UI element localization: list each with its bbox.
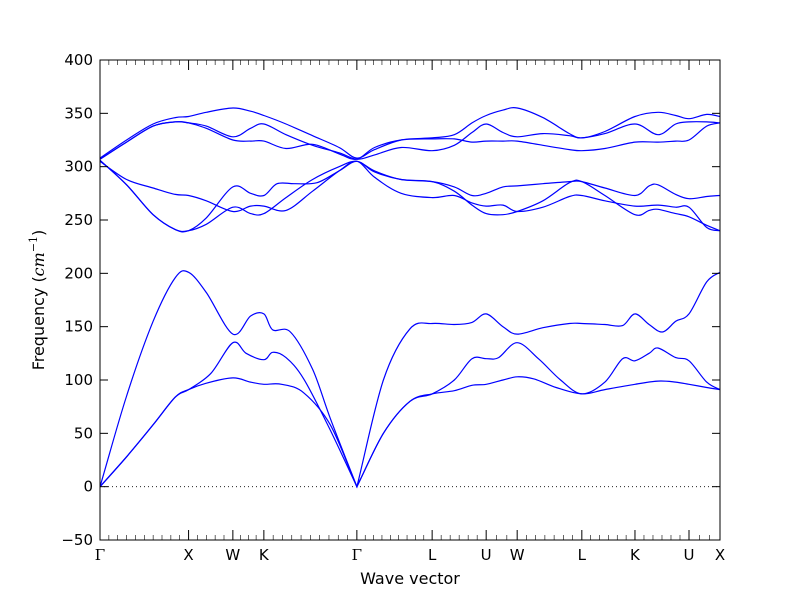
x-tick-label: Γ	[352, 546, 362, 564]
x-tick-label: U	[481, 546, 492, 564]
phonon-branch-line	[100, 160, 720, 232]
plot-frame	[99, 59, 721, 541]
y-tick-label: −50	[61, 531, 93, 549]
x-axis-label: Wave vector	[360, 569, 460, 588]
y-tick-label: 150	[64, 318, 93, 336]
phonon-branch-line	[100, 270, 720, 489]
x-tick-label: W	[510, 546, 525, 564]
phonon-branch-line	[100, 376, 720, 489]
x-tick-label: L	[428, 546, 437, 564]
x-tick-label: X	[715, 546, 725, 564]
y-axis-label-text: Frequency	[29, 288, 48, 371]
minor-ticks	[108, 60, 710, 540]
y-tick-label: 250	[64, 211, 93, 229]
y-tick-label: 100	[64, 371, 93, 389]
x-tick-label: K	[259, 546, 270, 564]
phonon-branch-line	[100, 341, 720, 489]
x-tick-label: L	[578, 546, 587, 564]
x-tick-label: Γ	[95, 546, 105, 564]
x-tick-label: W	[225, 546, 240, 564]
phonon-branch-line	[100, 107, 720, 159]
y-axis-unit-base: cm	[29, 252, 48, 276]
series-layer	[100, 107, 720, 489]
phonon-branch-line	[100, 159, 720, 233]
y-tick-label: 400	[64, 51, 93, 69]
x-tick-label: K	[630, 546, 641, 564]
y-axis: −50 0 50 100 150 200 250 300 350 400	[61, 51, 720, 549]
y-tick-label: 350	[64, 104, 93, 122]
phonon-branch-line	[100, 121, 720, 160]
y-tick-label: 300	[64, 158, 93, 176]
y-tick-label: 50	[74, 424, 93, 442]
phonon-branch-line	[100, 121, 720, 160]
x-tick-label: X	[183, 546, 193, 564]
y-tick-label: 0	[83, 478, 93, 496]
y-axis-label: Frequency (cm−1)	[27, 230, 48, 371]
y-axis-unit-exp: −1	[27, 236, 40, 252]
y-tick-label: 200	[64, 264, 93, 282]
x-tick-label: U	[684, 546, 695, 564]
